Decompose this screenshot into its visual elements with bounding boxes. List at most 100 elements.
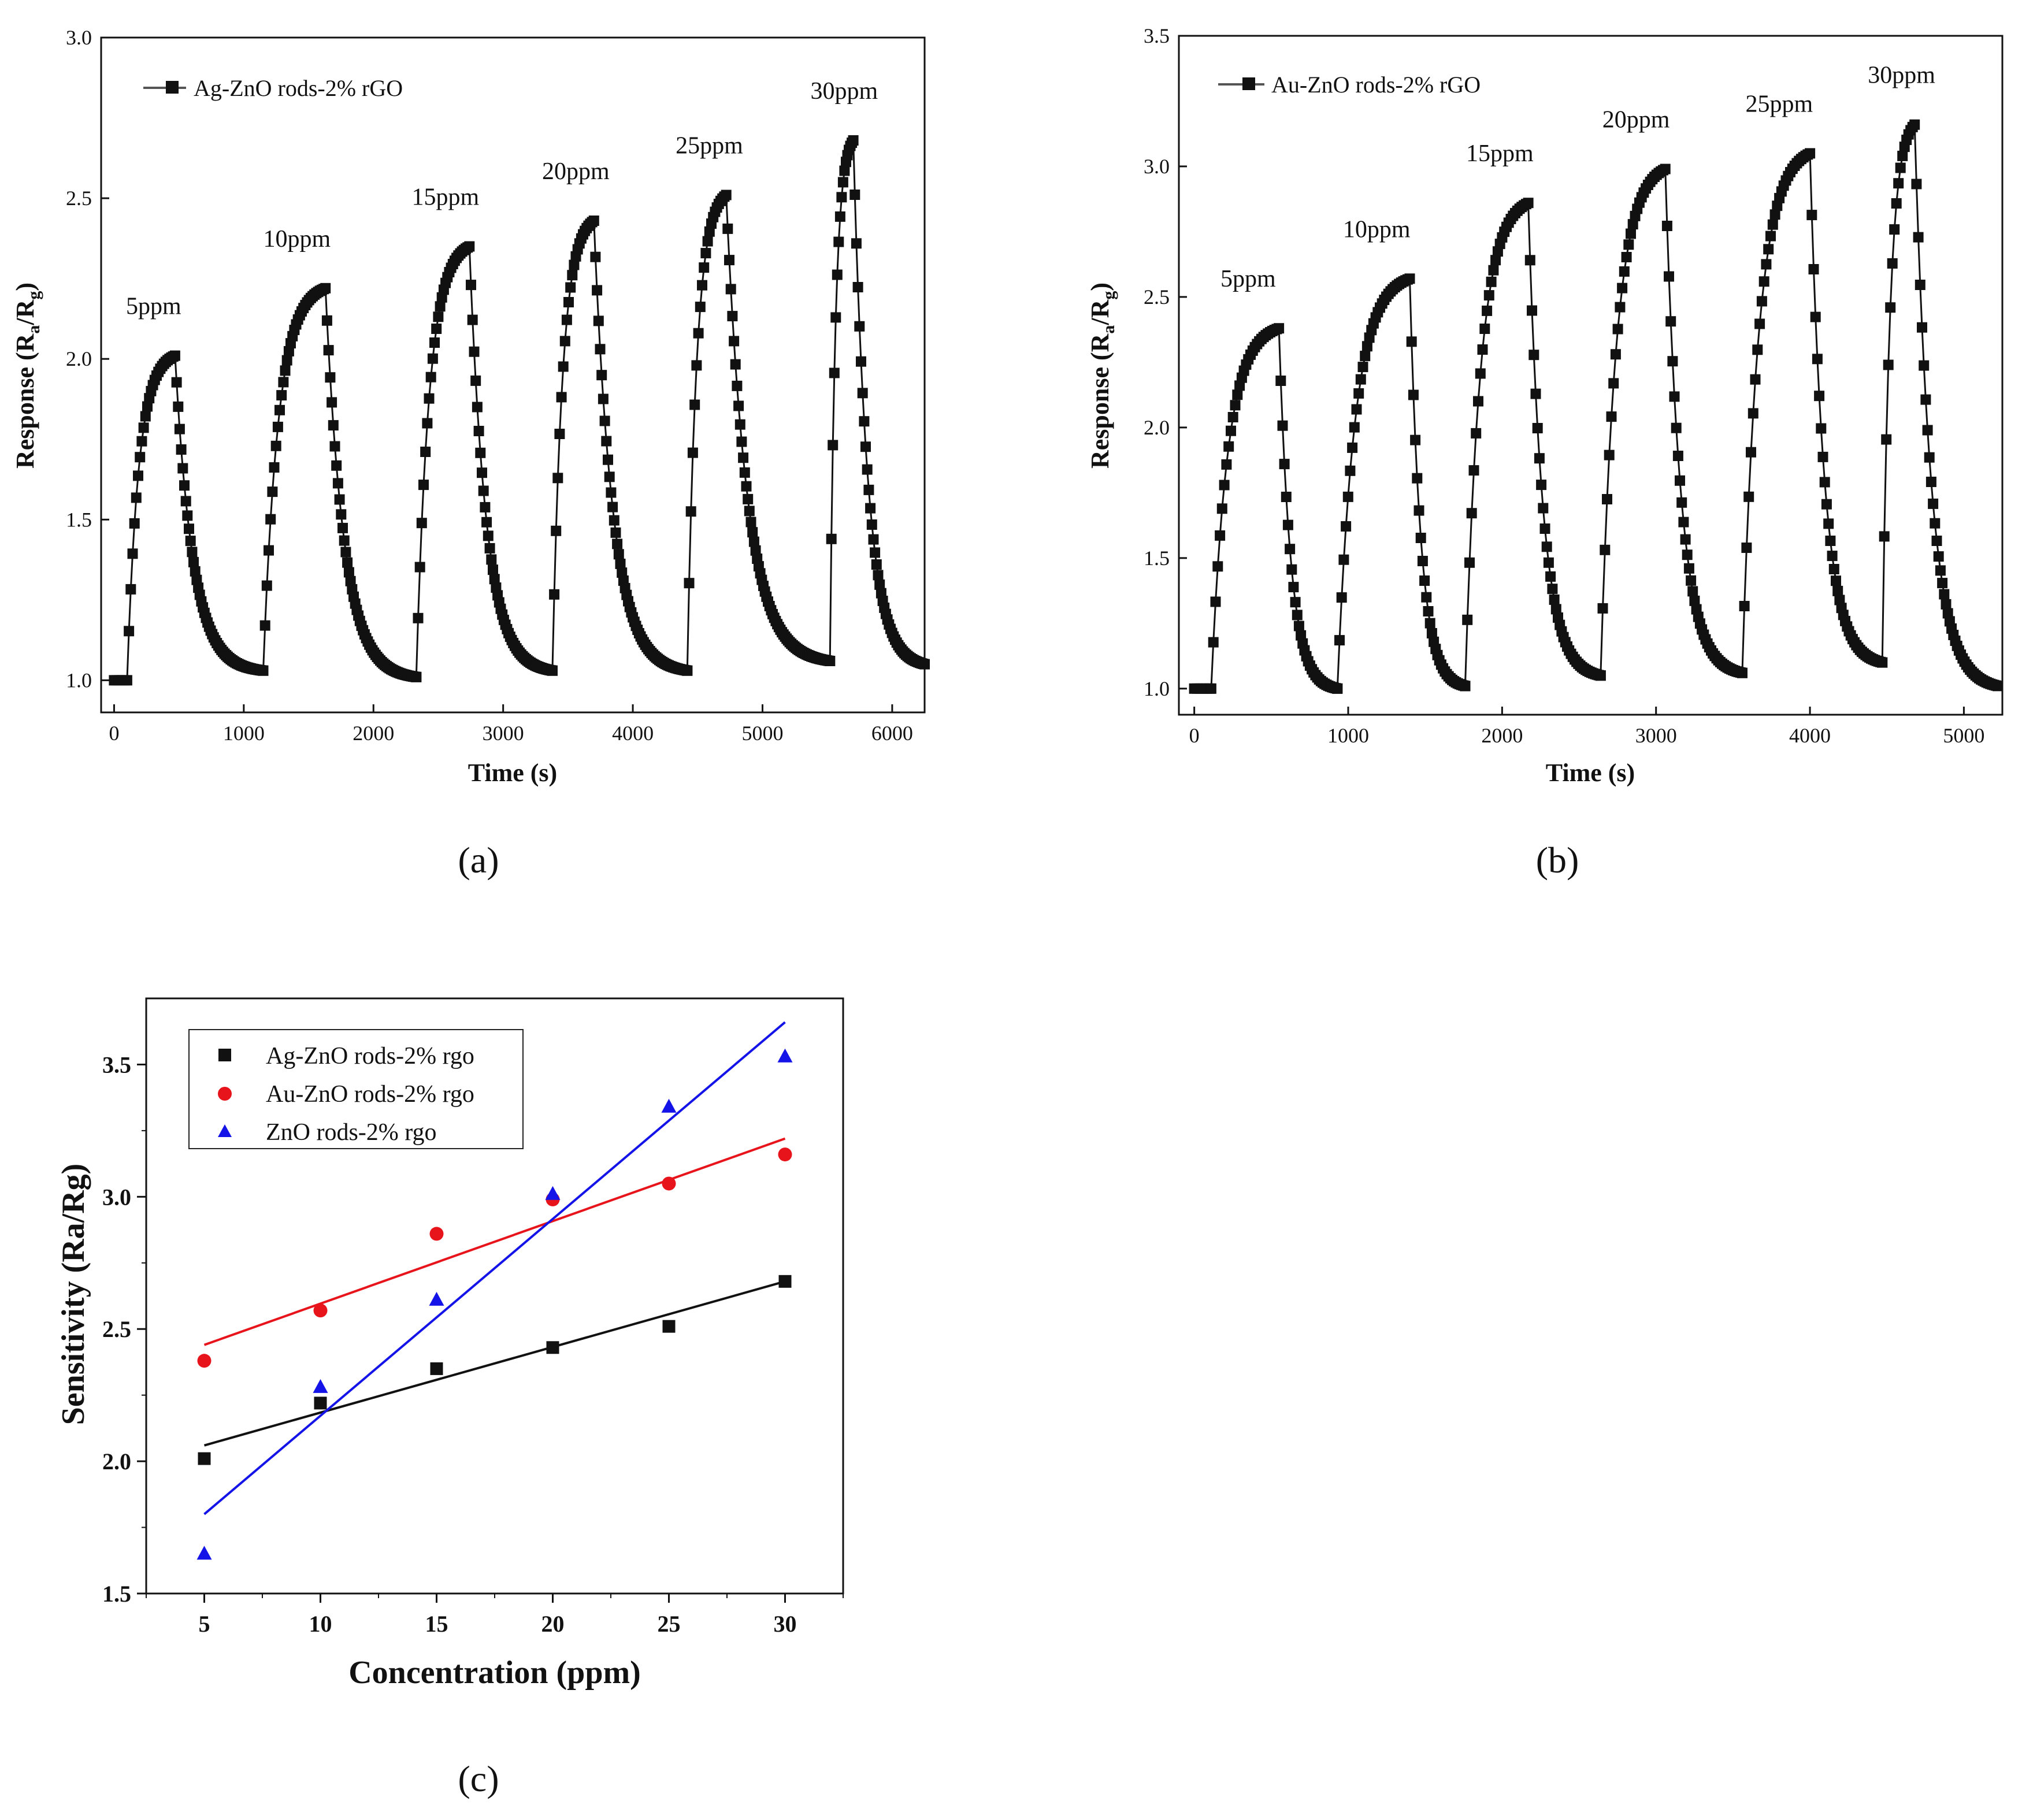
response-point [689,399,700,410]
concentration-labels-a: 5ppm 10ppm 15ppm 20ppm 25ppm 30ppm [126,78,878,320]
response-point [1466,508,1477,519]
y-tick-label: 1.5 [1144,547,1170,570]
response-point [1212,561,1223,572]
response-point [721,190,732,200]
response-point [270,440,281,451]
response-point [472,402,483,413]
fit-lines-c [203,1021,786,1516]
response-point [259,620,270,631]
response-point [1482,305,1493,316]
response-point [1406,336,1417,347]
response-point [1823,518,1834,529]
x-axis-title-a: Time (s) [468,759,557,787]
response-point [1536,480,1547,491]
response-point [1897,150,1908,161]
legend-marker-c-zno [218,1124,232,1137]
response-point [1479,324,1490,334]
data-points-c [196,1048,793,1560]
response-point [836,192,847,203]
response-point [1488,265,1499,276]
response-point [337,522,348,533]
response-point [1342,491,1353,502]
response-point [1550,604,1561,615]
x-tick-label: 2000 [1481,724,1523,747]
response-point [283,346,294,356]
response-point [173,401,184,412]
x-tick-label: 6000 [871,722,913,745]
response-point [866,519,877,530]
response-point [704,226,715,237]
panel-label-c: (c) [458,1758,499,1799]
response-point [1686,575,1697,586]
x-tick-label: 4000 [1789,724,1831,747]
axis-ticks-b: 0 1000 2000 3000 4000 5000 1.0 1.5 2.0 2.5 3.0 3.5 [1144,24,1984,747]
response-point [1935,565,1946,576]
response-point [1737,667,1748,678]
response-point [1279,459,1290,470]
response-point [873,570,884,581]
response-point [1687,586,1698,597]
response-point [488,564,498,575]
response-point [870,547,881,558]
response-point [558,361,569,372]
response-point [1819,477,1830,488]
response-point [489,574,500,585]
response-point [1828,564,1839,574]
response-point [1208,637,1219,648]
response-point [695,302,706,313]
x-tick-label: 25 [658,1611,681,1637]
response-point [1471,428,1482,439]
response-point [1475,368,1486,379]
response-point [1417,556,1428,566]
response-point [727,311,738,322]
response-point [919,659,930,670]
response-point [129,518,140,529]
legend-marker-b [1242,77,1255,90]
response-point [334,494,345,505]
response-point [480,502,491,512]
response-point [1909,119,1920,130]
x-tick-label: 1000 [1327,724,1369,747]
response-point [556,392,567,403]
response-point [258,665,269,676]
response-point [475,447,486,458]
response-point [1606,411,1617,422]
response-point [1232,389,1243,400]
response-point [1524,255,1535,266]
data-point-au [197,1354,212,1368]
response-point [567,270,578,281]
response-point [825,656,836,666]
response-point [1464,557,1475,568]
response-point [1933,551,1944,562]
response-point [340,547,351,558]
response-point [413,612,424,623]
response-point [1534,453,1545,464]
response-point [1754,318,1765,329]
legend-label-c-ag: Ag-ZnO rods-2% rgo [266,1043,474,1069]
panel-b: 0 1000 2000 3000 4000 50001.01.52.02.53.03.5 … [1086,24,2004,881]
concentration-label: 25ppm [1745,91,1813,117]
response-point [874,579,885,590]
response-point [826,533,837,544]
response-point [1939,589,1950,600]
response-point [1615,302,1626,313]
response-point [1215,530,1226,541]
response-point [1621,252,1632,262]
response-point [739,467,750,478]
response-point [339,535,350,546]
y-tick-label: 3.0 [1144,155,1170,178]
response-point [554,429,565,439]
response-point [1675,475,1685,486]
response-point [1286,564,1297,575]
response-point [1360,351,1371,362]
response-point [729,336,740,347]
response-point [1523,198,1534,209]
y-tick-label: 3.5 [102,1052,131,1078]
data-point-au [313,1303,328,1318]
response-point [1490,255,1501,266]
response-point [121,675,132,686]
y-tick-label: 2.5 [102,1316,131,1342]
response-point [1274,323,1285,334]
response-point [1665,316,1676,327]
response-point [565,282,576,293]
